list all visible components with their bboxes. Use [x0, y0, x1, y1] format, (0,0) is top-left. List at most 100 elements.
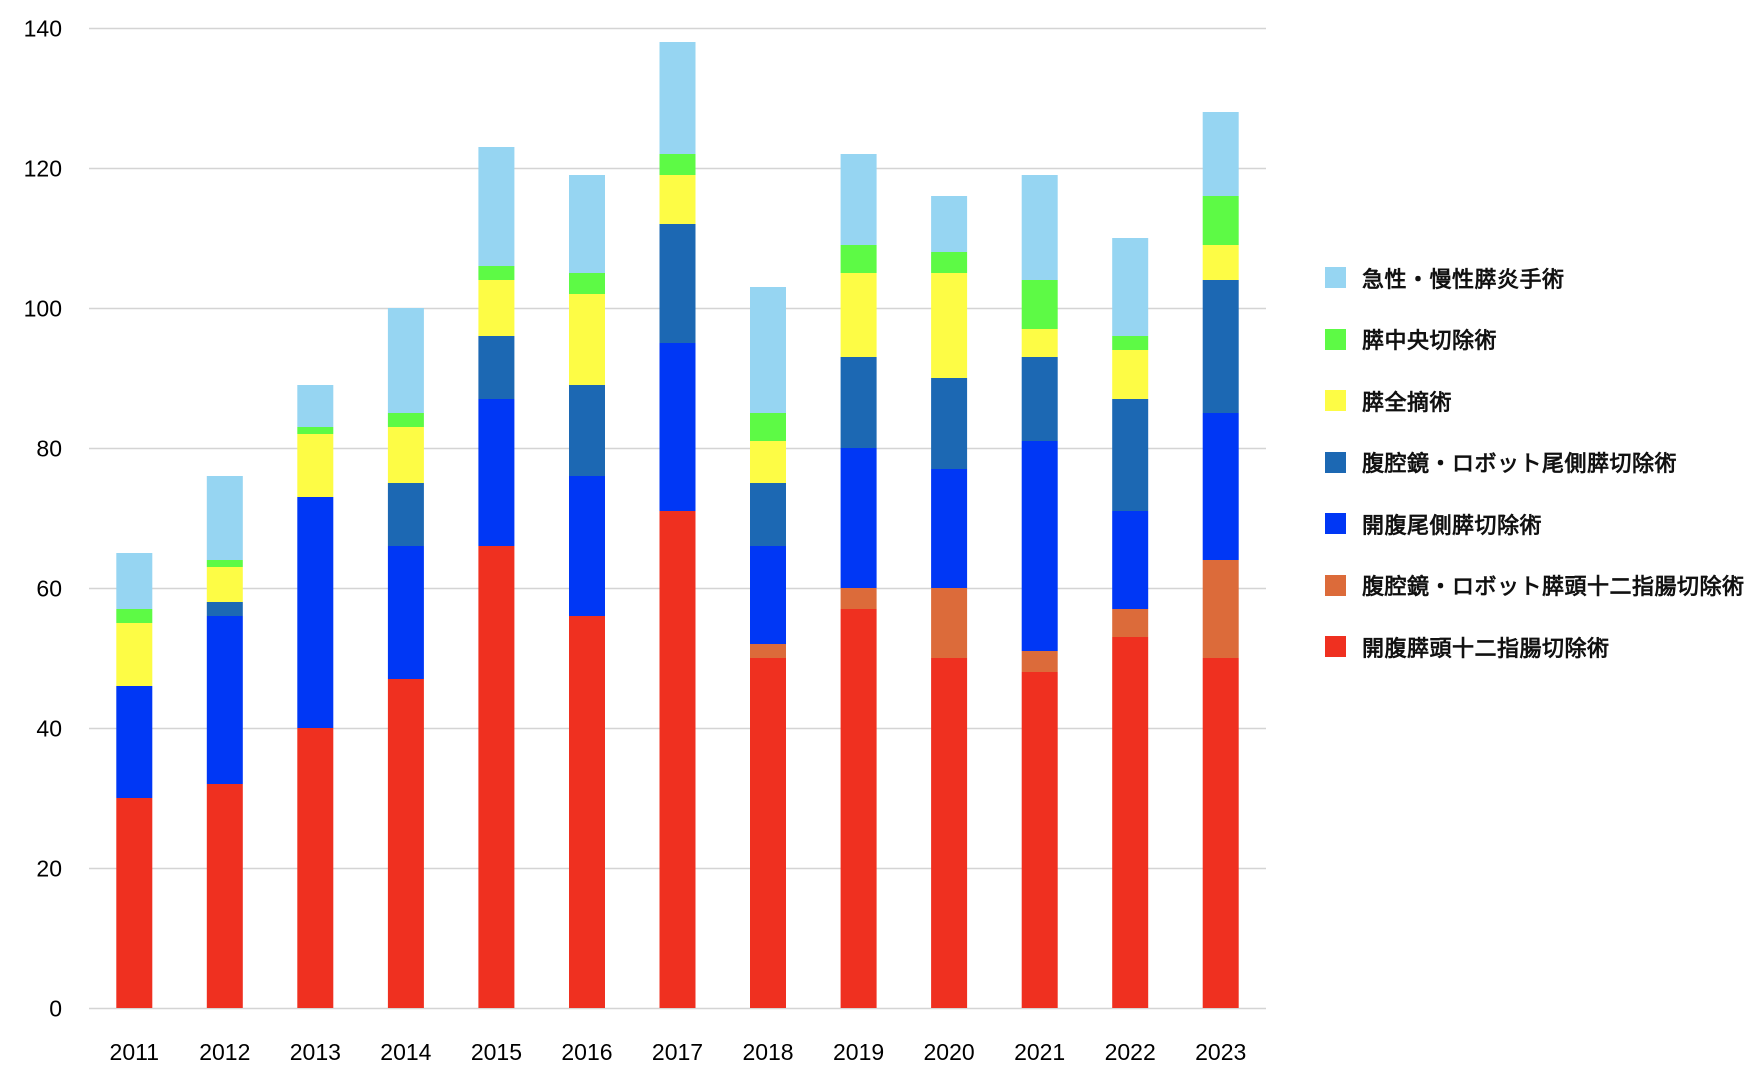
bar-segment	[1021, 651, 1058, 672]
y-tick-label: 60	[36, 576, 62, 602]
bar-stack-2014	[387, 308, 424, 1008]
legend-label: 腹腔鏡・ロボット尾側膵切除術	[1362, 452, 1678, 478]
bar-segment	[931, 378, 968, 469]
bar-segment	[297, 728, 334, 1008]
bar-segment	[116, 553, 153, 609]
bar-segment	[206, 567, 243, 602]
bar-stack-2012	[206, 476, 243, 1008]
legend-label: 開腹膵頭十二指腸切除術	[1362, 636, 1610, 662]
y-tick-label: 140	[24, 16, 62, 42]
bar-stack-2016	[569, 175, 605, 1008]
bar-segment	[569, 273, 605, 294]
legend-swatch	[1325, 513, 1346, 535]
bar-segment	[478, 266, 515, 280]
legend-swatch	[1325, 636, 1346, 658]
bar-segment	[116, 798, 153, 1008]
bar-segment	[1021, 672, 1058, 1008]
bar-stack-2021	[1021, 175, 1058, 1008]
bar-segment	[840, 273, 877, 357]
x-tick-label: 2020	[924, 1039, 975, 1065]
bar-segment	[478, 546, 515, 1008]
bar-segment	[750, 287, 786, 413]
bar-segment	[478, 147, 515, 266]
bar-segment	[659, 42, 696, 154]
bar-segment	[116, 609, 153, 623]
bar-segment	[478, 336, 515, 399]
bar-segment	[750, 413, 786, 441]
bar-segment	[931, 196, 968, 252]
legend-label: 急性・慢性膵炎手術	[1362, 267, 1565, 293]
bar-segment	[750, 441, 786, 483]
x-tick-label: 2015	[471, 1039, 522, 1065]
bar-segment	[206, 616, 243, 784]
bar-segment	[1112, 238, 1149, 336]
bar-segment	[840, 357, 877, 448]
legend-label: 膵全摘術	[1362, 390, 1453, 416]
bar-segment	[1021, 280, 1058, 329]
legend-swatch	[1325, 390, 1346, 412]
bar-segment	[931, 252, 968, 273]
bar-segment	[297, 434, 334, 497]
legend-item: 腹腔鏡・ロボット尾側膵切除術	[1325, 432, 1745, 494]
bar-segment	[1202, 560, 1239, 658]
bar-segment	[1021, 357, 1058, 441]
legend-label: 腹腔鏡・ロボット膵頭十二指腸切除術	[1362, 575, 1745, 601]
y-axis-ticks: 0 20 40 60 80 100 120 140	[24, 16, 62, 1022]
bar-segment	[1021, 329, 1058, 357]
x-axis-ticks: 2011 2012 2013 2014 2015 2016 2017 2018 2019 2020…	[110, 1039, 1247, 1065]
bar-segment	[1202, 112, 1239, 196]
legend-swatch	[1325, 451, 1346, 473]
bar-segment	[1202, 280, 1239, 413]
bar-segment	[206, 560, 243, 567]
x-tick-label: 2013	[290, 1039, 341, 1065]
bar-segment	[1202, 245, 1239, 280]
bar-stack-2022	[1112, 238, 1149, 1008]
legend-item: 開腹尾側膵切除術	[1325, 493, 1745, 555]
x-tick-label: 2017	[652, 1039, 703, 1065]
x-tick-label: 2019	[833, 1039, 884, 1065]
bar-segment	[569, 175, 605, 273]
bar-segment	[1112, 609, 1149, 637]
bar-stack-2023	[1202, 112, 1239, 1008]
legend-item: 急性・慢性膵炎手術	[1325, 247, 1745, 309]
bar-segment	[1021, 175, 1058, 280]
bar-segment	[1202, 658, 1239, 1008]
bar-segment	[387, 308, 424, 413]
x-tick-label: 2012	[199, 1039, 250, 1065]
y-tick-label: 100	[24, 296, 62, 322]
x-tick-label: 2022	[1105, 1039, 1156, 1065]
bar-segment	[1112, 511, 1149, 609]
bar-segment	[750, 483, 786, 546]
legend-item: 膵中央切除術	[1325, 309, 1745, 371]
bar-segment	[387, 679, 424, 1008]
bar-stack-2018	[750, 287, 786, 1008]
y-tick-label: 20	[36, 856, 62, 882]
bar-segment	[750, 644, 786, 658]
bar-segment	[1112, 350, 1149, 399]
bar-segment	[478, 399, 515, 546]
bar-segment	[1112, 399, 1149, 511]
x-tick-label: 2021	[1014, 1039, 1065, 1065]
bar-segment	[206, 784, 243, 1008]
bar-stack-2013	[297, 385, 334, 1008]
bar-segment	[387, 483, 424, 546]
bar-segment	[206, 602, 243, 616]
bar-segment	[569, 294, 605, 385]
bar-segment	[1202, 196, 1239, 245]
bar-segment	[297, 497, 334, 728]
bar-segment	[569, 385, 605, 476]
bars	[116, 42, 1239, 1008]
bar-segment	[840, 609, 877, 1008]
y-tick-label: 40	[36, 716, 62, 742]
bar-segment	[840, 154, 877, 245]
legend-label: 開腹尾側膵切除術	[1362, 513, 1543, 539]
bar-segment	[659, 154, 696, 175]
legend-label: 膵中央切除術	[1362, 329, 1498, 355]
x-tick-label: 2011	[110, 1039, 159, 1065]
bar-segment	[931, 588, 968, 658]
bar-segment	[569, 616, 605, 1008]
bar-segment	[931, 469, 968, 588]
legend-swatch	[1325, 574, 1346, 596]
bar-segment	[1112, 637, 1149, 1008]
